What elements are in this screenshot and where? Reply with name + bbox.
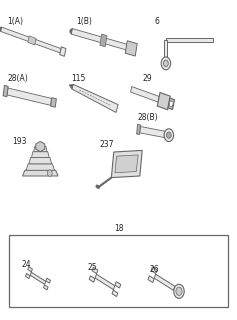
Polygon shape (151, 267, 157, 274)
Polygon shape (169, 101, 173, 107)
Polygon shape (100, 34, 107, 47)
Polygon shape (72, 84, 118, 112)
Text: 1(B): 1(B) (76, 17, 92, 26)
Polygon shape (7, 88, 52, 105)
Polygon shape (28, 267, 32, 272)
Polygon shape (30, 272, 46, 284)
Text: 25: 25 (88, 263, 97, 272)
Text: 193: 193 (12, 137, 26, 146)
Polygon shape (69, 84, 73, 89)
Polygon shape (140, 126, 165, 138)
Polygon shape (137, 124, 141, 134)
Polygon shape (164, 40, 167, 58)
Circle shape (164, 129, 173, 141)
Polygon shape (89, 276, 95, 282)
Polygon shape (0, 27, 1, 31)
Polygon shape (154, 274, 175, 290)
Polygon shape (111, 150, 142, 178)
Text: 26: 26 (149, 265, 159, 274)
Text: 6: 6 (154, 17, 159, 26)
Polygon shape (44, 285, 48, 290)
Circle shape (47, 170, 52, 176)
Polygon shape (1, 27, 61, 53)
Polygon shape (36, 141, 45, 152)
Polygon shape (26, 164, 55, 170)
Polygon shape (28, 36, 36, 45)
Polygon shape (166, 38, 213, 42)
Polygon shape (71, 28, 132, 52)
Text: 115: 115 (71, 74, 86, 83)
Text: 24: 24 (21, 260, 31, 269)
Polygon shape (125, 41, 137, 56)
Polygon shape (92, 267, 98, 274)
Polygon shape (23, 170, 58, 176)
Polygon shape (29, 157, 52, 164)
Circle shape (166, 132, 171, 138)
Bar (9, 235, 228, 307)
Polygon shape (51, 98, 56, 107)
Polygon shape (115, 155, 138, 173)
Polygon shape (131, 86, 159, 102)
Polygon shape (112, 290, 118, 297)
Polygon shape (60, 47, 66, 56)
Text: 1(A): 1(A) (7, 17, 23, 26)
Polygon shape (70, 28, 72, 34)
Circle shape (176, 287, 182, 295)
Polygon shape (157, 92, 170, 110)
Polygon shape (34, 147, 47, 152)
Text: 29: 29 (142, 74, 152, 83)
Polygon shape (46, 278, 50, 283)
Polygon shape (95, 274, 115, 290)
Circle shape (164, 60, 168, 67)
Text: 28(A): 28(A) (7, 74, 28, 83)
Polygon shape (32, 152, 49, 157)
Polygon shape (3, 85, 8, 97)
Polygon shape (168, 98, 174, 109)
Polygon shape (26, 274, 30, 278)
Text: 28(B): 28(B) (137, 113, 158, 122)
Circle shape (161, 57, 171, 70)
Polygon shape (115, 282, 121, 288)
Text: 237: 237 (100, 140, 114, 149)
Polygon shape (148, 276, 154, 283)
Text: 18: 18 (114, 224, 123, 233)
Circle shape (174, 284, 184, 298)
